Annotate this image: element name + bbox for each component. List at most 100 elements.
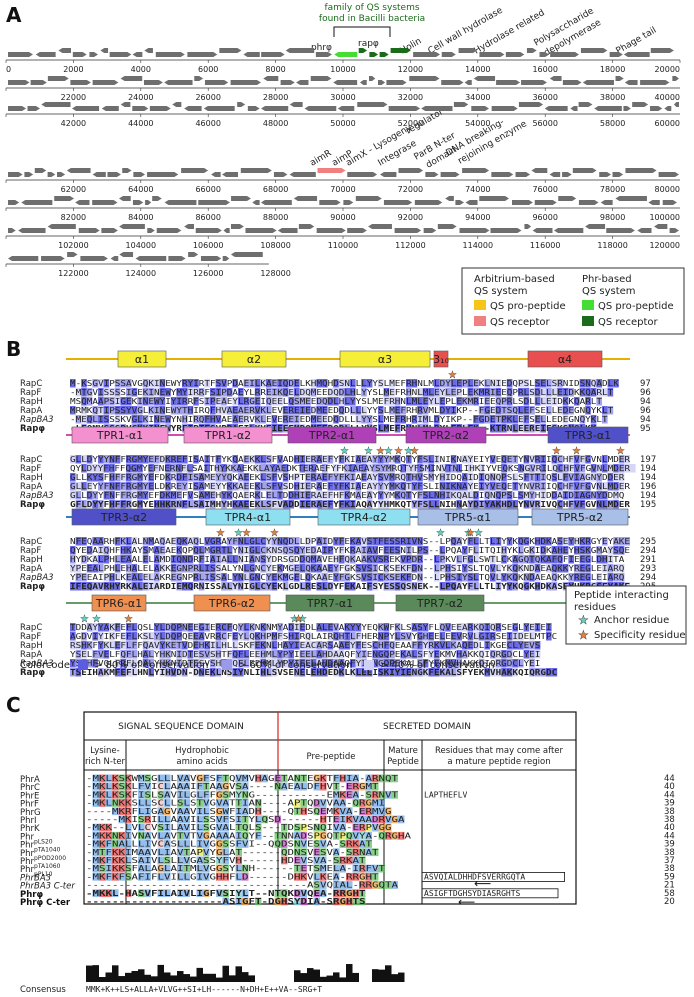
conservation-cell xyxy=(607,500,614,509)
conservation-cell xyxy=(361,455,367,464)
consensus-bar xyxy=(326,975,333,982)
conservation-cell xyxy=(131,564,138,573)
phr-residue-cell xyxy=(157,831,164,840)
gene-arrow xyxy=(369,52,379,57)
phr-residue-cell xyxy=(144,815,151,824)
arrow-left-icon: ⟵ xyxy=(458,895,475,909)
conservation-cell xyxy=(198,546,205,555)
gene-arrow xyxy=(247,106,260,111)
conservation-cell xyxy=(316,491,322,500)
aln-seq-name: RapF xyxy=(20,464,41,474)
conservation-cell xyxy=(327,482,334,491)
conservation-cell xyxy=(467,623,474,632)
conservation-cell xyxy=(299,623,306,632)
conservation-cell xyxy=(266,582,272,591)
conservation-cell xyxy=(495,491,502,500)
gene-arrow xyxy=(273,172,288,177)
phr-residue-cell xyxy=(372,790,379,799)
gene-arrow xyxy=(625,168,657,173)
phr-residue-cell xyxy=(144,823,151,832)
conservation-cell xyxy=(182,379,188,388)
phr-residue-cell xyxy=(105,840,112,848)
conservation-cell xyxy=(562,473,569,482)
conservation-cell xyxy=(361,473,367,482)
conservation-cell xyxy=(266,379,272,388)
phr-residue-cell xyxy=(365,840,372,848)
phr-residue-cell xyxy=(92,872,99,881)
gene-arrow xyxy=(582,80,614,85)
phr-residue-cell xyxy=(144,856,151,865)
conservation-cell xyxy=(137,573,143,582)
gene-arrow xyxy=(70,80,91,85)
gene-arrow xyxy=(223,228,230,233)
conservation-cell xyxy=(148,668,154,677)
conservation-cell xyxy=(98,397,104,406)
helix-box xyxy=(527,350,603,368)
conservation-cell xyxy=(114,415,121,424)
conservation-cell xyxy=(120,659,126,668)
conservation-cell xyxy=(389,659,395,668)
conservation-cell xyxy=(154,415,160,424)
conservation-cell xyxy=(574,464,580,473)
conservation-cell xyxy=(366,537,373,546)
phr-residue-cell xyxy=(125,799,132,807)
conservation-cell xyxy=(187,623,194,632)
conservation-cell xyxy=(557,482,563,491)
gene-arrow xyxy=(8,80,30,85)
conservation-cell xyxy=(198,659,205,668)
conservation-cell xyxy=(198,564,205,573)
conservation-cell xyxy=(316,582,322,591)
aln-sequence: MRMKQTIPSSYVGLKINEWYTHIRQFHVAEAERVKLEVER… xyxy=(70,406,614,415)
conservation-cell xyxy=(596,379,602,388)
phr-residue-cell xyxy=(242,815,249,824)
phr-residue-cell xyxy=(391,774,398,783)
conservation-cell xyxy=(434,500,440,509)
conservation-cell xyxy=(557,546,563,555)
conservation-cell xyxy=(131,491,138,500)
conservation-cell xyxy=(305,388,311,397)
phr-residue-cell xyxy=(183,831,190,840)
conservation-cell xyxy=(574,564,580,573)
conservation-cell xyxy=(221,464,227,473)
conservation-cell xyxy=(238,555,244,564)
conservation-cell xyxy=(366,668,373,677)
conservation-cell xyxy=(428,500,434,509)
conservation-cell xyxy=(534,537,541,546)
conservation-cell xyxy=(131,582,138,591)
family-label-line1: family of QS systems xyxy=(324,3,419,13)
conservation-cell xyxy=(86,659,93,668)
phr-residue-cell xyxy=(112,872,119,881)
phr-residue-cell xyxy=(216,799,223,807)
conservation-cell xyxy=(456,659,462,668)
conservation-cell xyxy=(518,537,524,546)
conservation-cell xyxy=(562,415,569,424)
phr-residue-cell xyxy=(92,848,99,857)
conservation-cell xyxy=(159,415,166,424)
conservation-cell xyxy=(210,406,216,415)
conservation-cell xyxy=(501,668,507,677)
conservation-cell xyxy=(148,379,154,388)
conservation-cell xyxy=(490,406,496,415)
phr-residue-cell xyxy=(235,856,242,865)
conservation-cell xyxy=(288,573,294,582)
conservation-cell xyxy=(126,555,132,564)
conservation-cell xyxy=(490,500,496,509)
conservation-cell xyxy=(232,632,238,641)
conservation-cell xyxy=(316,455,322,464)
conservation-cell xyxy=(187,555,194,564)
conservation-cell xyxy=(70,582,76,591)
anchor-star-icon: ★ xyxy=(234,528,243,539)
gene-arrow xyxy=(578,200,599,205)
conservation-cell xyxy=(98,388,104,397)
conservation-cell xyxy=(126,464,132,473)
conservation-cell xyxy=(170,573,177,582)
conservation-cell xyxy=(299,546,306,555)
conservation-cell xyxy=(546,397,552,406)
conservation-cell xyxy=(221,641,227,650)
conservation-cell xyxy=(378,424,384,433)
conservation-cell xyxy=(316,537,322,546)
conservation-cell xyxy=(350,546,356,555)
conservation-cell xyxy=(467,473,474,482)
conservation-cell xyxy=(260,482,266,491)
conservation-cell xyxy=(260,659,266,668)
